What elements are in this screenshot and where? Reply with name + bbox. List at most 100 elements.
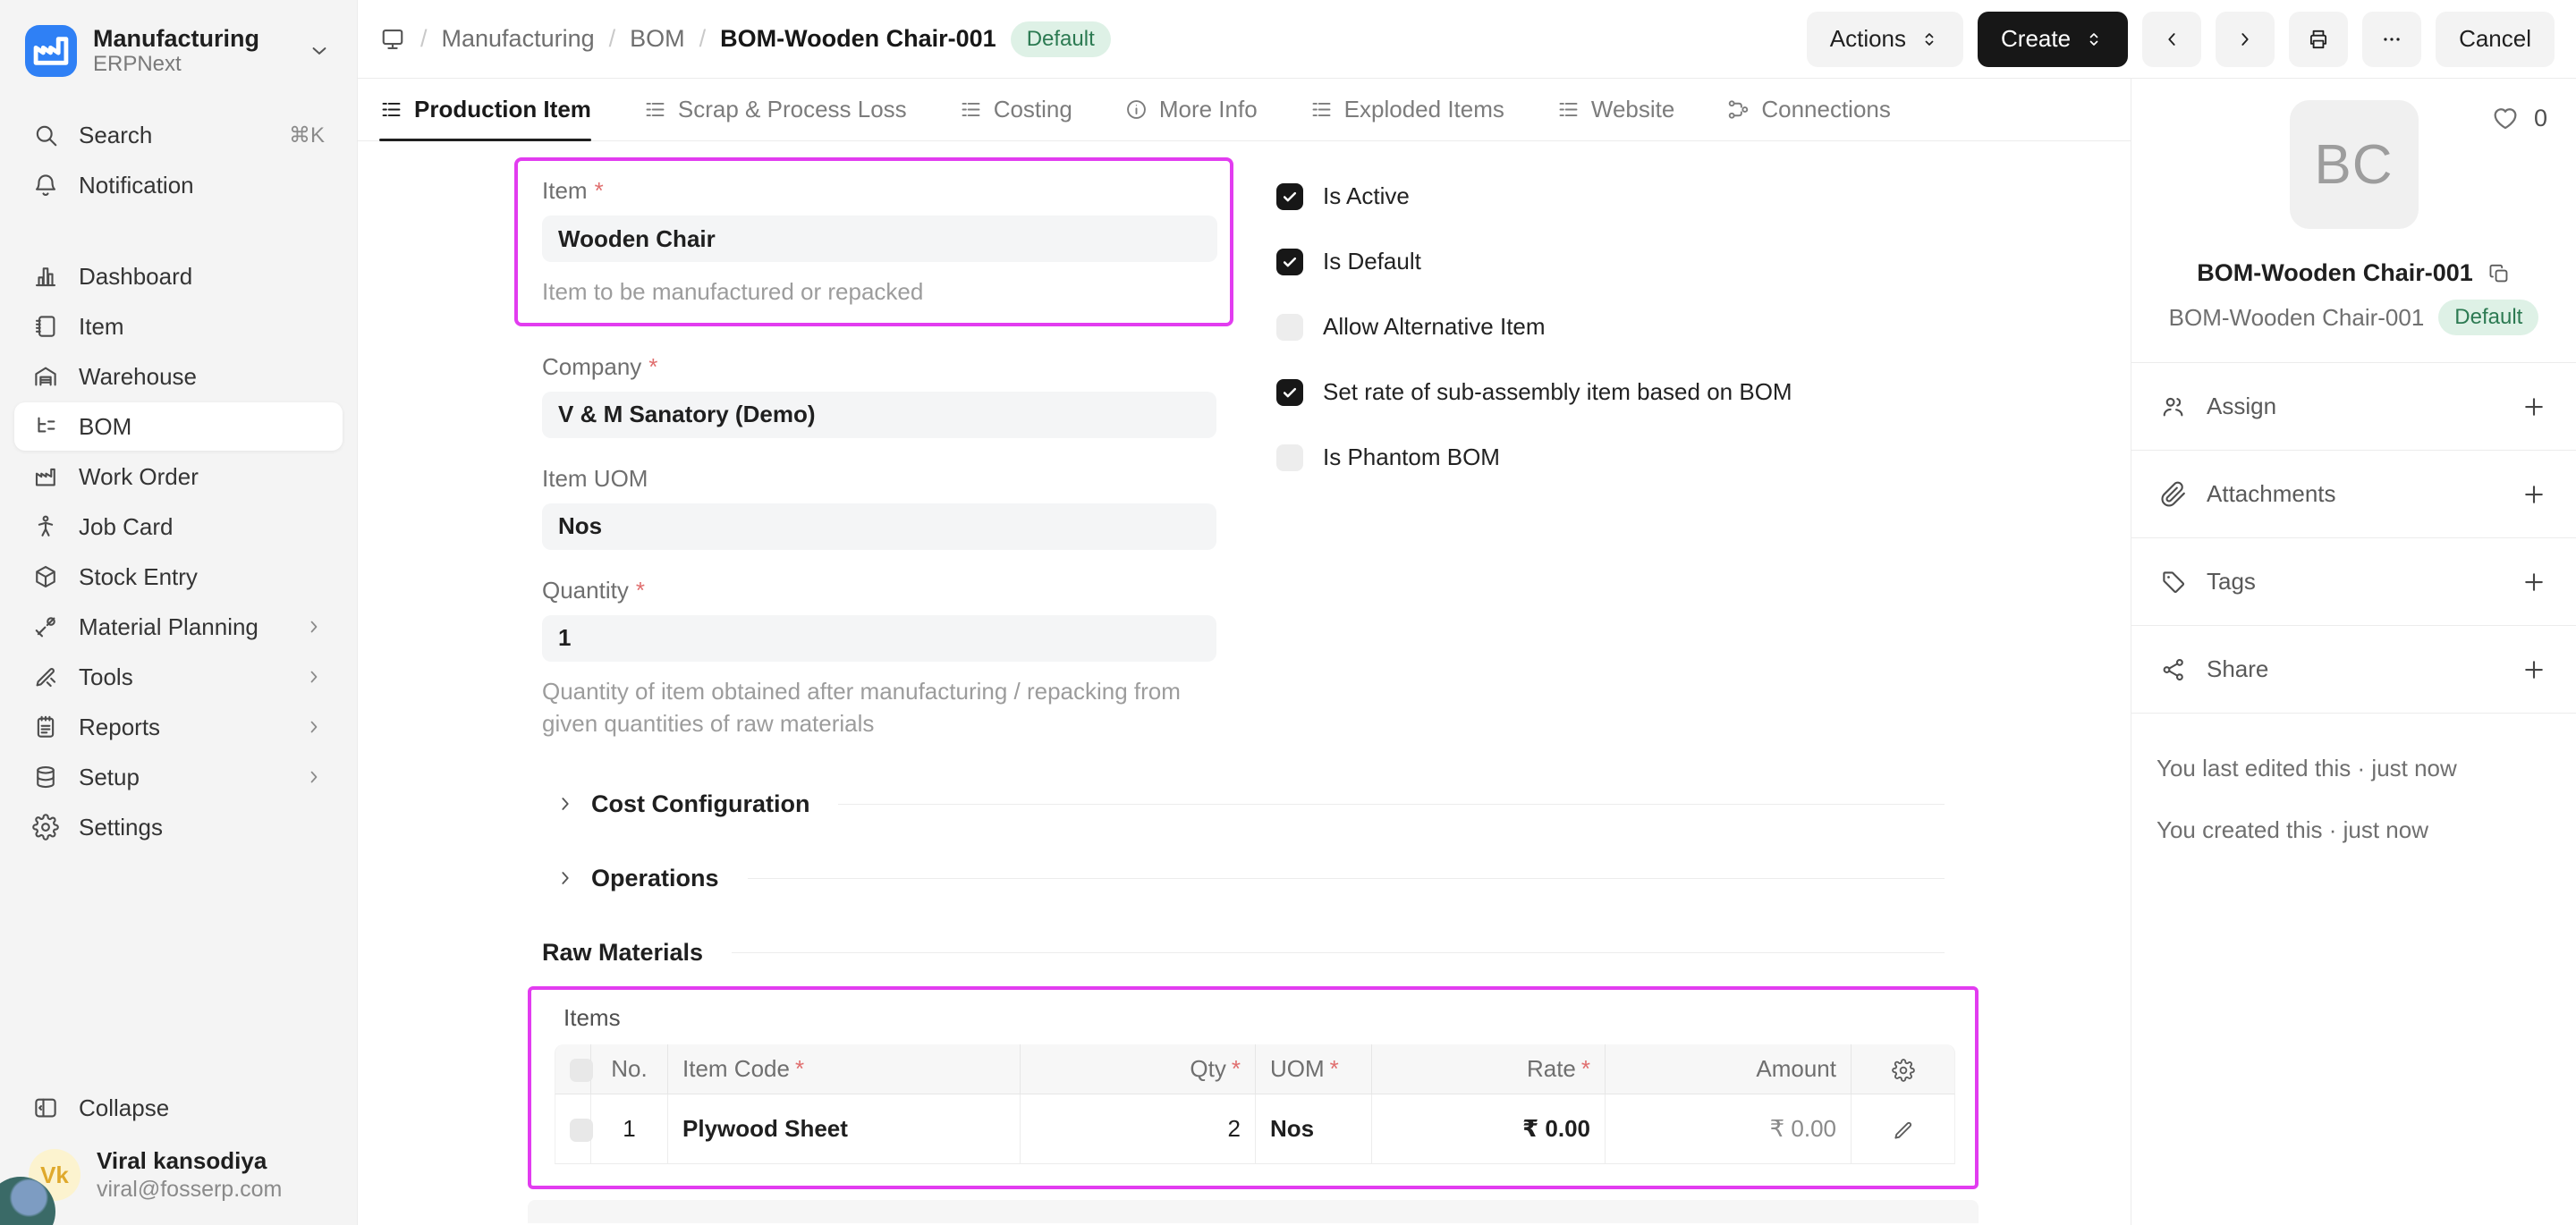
chevron-right-icon [303,616,325,638]
workspace-title: Manufacturing [93,25,259,53]
grid-settings-cell [1852,1043,1955,1094]
plus-icon[interactable] [2521,656,2547,683]
toolsx-icon [32,663,59,690]
side-panel-assign[interactable]: Assign [2131,363,2576,451]
side-panel-share[interactable]: Share [2131,626,2576,714]
collapse-button[interactable]: Collapse [14,1084,343,1132]
document-title: BOM-Wooden Chair-001 [720,25,996,52]
listtab-icon [959,97,983,122]
activity-edited: You last edited this · just now [2157,755,2457,781]
checkbox-is-default[interactable]: Is Default [1276,248,1980,275]
sidebar-item-material-planning[interactable]: Material Planning [14,603,343,651]
sidebar-item-stock-entry[interactable]: Stock Entry [14,553,343,601]
side-panel-attachments[interactable]: Attachments [2131,451,2576,538]
section-operations[interactable]: Operations [554,865,1945,892]
checkbox-box[interactable] [1276,444,1303,471]
sidebar-item-bom[interactable]: BOM [14,402,343,451]
item-input[interactable]: Wooden Chair [542,215,1217,262]
tab-connections[interactable]: Connections [1726,79,1891,140]
company-input[interactable]: V & M Sanatory (Demo) [542,391,1216,438]
next-document-button[interactable] [2216,11,2275,67]
section-cost-configuration[interactable]: Cost Configuration [554,790,1945,818]
checkbox-box[interactable] [1276,248,1303,275]
tab-costing[interactable]: Costing [959,79,1072,140]
workspace-switcher[interactable]: Manufacturing ERPNext [16,18,341,84]
checkbox-is-active[interactable]: Is Active [1276,182,1980,210]
breadcrumb-manufacturing[interactable]: Manufacturing [441,25,595,52]
more-options-button[interactable] [2362,11,2422,67]
print-button[interactable] [2289,11,2349,67]
item-uom-input[interactable]: Nos [542,503,1216,550]
create-button[interactable]: Create [1978,11,2129,67]
required-asterisk: * [635,576,645,604]
checkbox-box[interactable] [1276,182,1303,210]
users-icon [2160,393,2187,420]
checkbox-allow-alternative-item[interactable]: Allow Alternative Item [1276,313,1980,341]
cell-amount[interactable]: ₹ 0.00 [1606,1094,1852,1164]
sidebar-item-notification[interactable]: Notification [14,161,343,209]
reports-icon [32,714,59,740]
warehouse-icon [32,363,59,390]
row-checkbox[interactable] [570,1118,593,1142]
sidebar-item-tools[interactable]: Tools [14,653,343,701]
plus-icon[interactable] [2521,569,2547,596]
previous-document-button[interactable] [2142,11,2202,67]
tab-production-item[interactable]: Production Item [379,79,591,141]
sidebar-item-warehouse[interactable]: Warehouse [14,352,343,401]
checkbox-box[interactable] [1276,378,1303,406]
sidebar: Manufacturing ERPNext Search ⌘K Notifica… [0,0,358,1225]
sidebar-item-search[interactable]: Search ⌘K [14,111,343,159]
sidebar-item-dashboard[interactable]: Dashboard [14,252,343,300]
cell-rate[interactable]: ₹ 0.00 [1372,1094,1606,1164]
breadcrumb-bom[interactable]: BOM [630,25,685,52]
user-email: viral@fosserp.com [97,1176,283,1202]
required-asterisk: * [648,352,658,380]
cell-uom[interactable]: Nos [1256,1094,1372,1164]
like-control[interactable]: 0 [2491,104,2547,132]
pencil-icon[interactable] [1892,1119,1915,1142]
tab-exploded-items[interactable]: Exploded Items [1309,79,1504,140]
listtab-icon [1556,97,1580,122]
sidebar-item-work-order[interactable]: Work Order [14,452,343,501]
chevron-up-down-icon [1919,29,1940,50]
cancel-button[interactable]: Cancel [2436,11,2555,67]
row-select-cell [555,1094,593,1164]
quantity-input[interactable]: 1 [542,614,1216,662]
sidebar-item-setup[interactable]: Setup [14,753,343,801]
checkbox-box[interactable] [1276,313,1303,341]
cell-qty[interactable]: 2 [1021,1094,1256,1164]
actions-button[interactable]: Actions [1806,11,1964,67]
tab-more-info[interactable]: More Info [1124,79,1258,140]
copy-icon[interactable] [2487,262,2511,285]
required-asterisk: * [594,177,604,204]
sidebar-item-item[interactable]: Item [14,302,343,351]
select-all-checkbox[interactable] [570,1058,593,1082]
dashboard-icon [32,263,59,290]
sidebar-item-job-card[interactable]: Job Card [14,503,343,551]
chevron-right-icon [554,866,577,890]
setup-icon [32,764,59,790]
tag-icon [2160,569,2187,596]
side-panel-tags[interactable]: Tags [2131,538,2576,626]
company-field-group: Company * V & M Sanatory (Demo) [542,353,1233,438]
chevron-right-icon [2233,28,2257,51]
sidebar-item-settings[interactable]: Settings [14,803,343,851]
plus-icon[interactable] [2521,393,2547,420]
paperclip-icon [2160,481,2187,508]
sidebar-item-reports[interactable]: Reports [14,703,343,751]
gear-icon[interactable] [1891,1058,1915,1082]
heart-icon[interactable] [2491,104,2520,132]
cell-no[interactable]: 1 [591,1094,668,1164]
user-menu[interactable]: Vk Viral kansodiya viral@fosserp.com [18,1146,339,1204]
row-edit-cell [1852,1094,1955,1164]
tab-scrap-process-loss[interactable]: Scrap & Process Loss [643,79,907,140]
tab-website[interactable]: Website [1556,79,1674,140]
checkbox-is-phantom-bom[interactable]: Is Phantom BOM [1276,444,1980,471]
plus-icon[interactable] [2521,481,2547,508]
cell-item_code[interactable]: Plywood Sheet [668,1094,1021,1164]
checkbox-set-rate-of-sub-assembly-item-based-on-bom[interactable]: Set rate of sub-assembly item based on B… [1276,378,1980,406]
workorder-icon [32,463,59,490]
settings-icon [32,814,59,841]
checkbox-column: Is Active Is Default Allow Alternative I… [1276,157,1980,740]
